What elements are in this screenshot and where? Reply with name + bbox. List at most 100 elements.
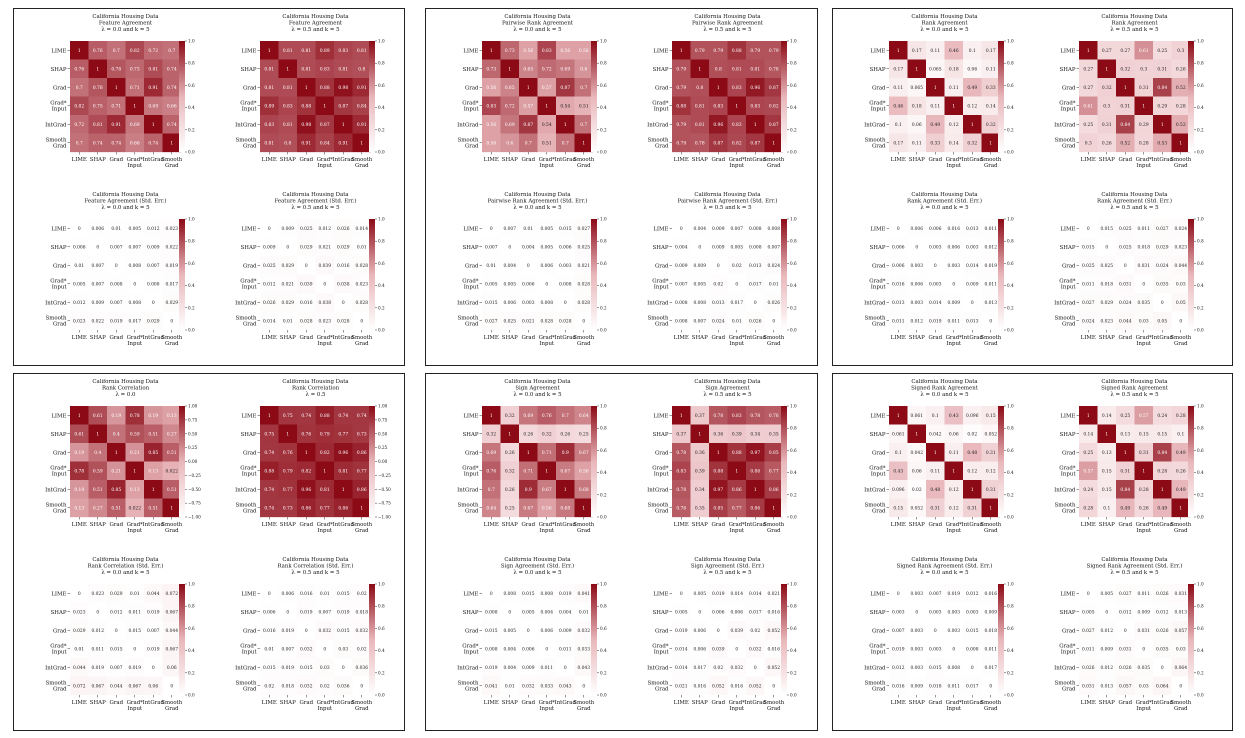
colorbar-tick-label: 0.4	[600, 648, 607, 653]
chart-subtitle: Rank Agreement	[1111, 21, 1158, 27]
cell-value-label: 0.02	[750, 629, 760, 634]
cell-value-label: 0.83	[750, 104, 760, 109]
x-tick-label: IntGrad	[333, 157, 355, 163]
heatmap-cell	[1079, 274, 1098, 294]
cell-value-label: 0.018	[281, 684, 294, 689]
heatmap-cell	[889, 78, 908, 97]
heatmap-cell	[764, 41, 784, 60]
heatmap-cell	[1134, 639, 1154, 659]
cell-value-label: 0.006	[693, 629, 706, 634]
colorbar-tick-label: 0.4	[600, 105, 607, 110]
heatmap-cell	[125, 274, 145, 294]
heatmap-cell	[500, 41, 520, 60]
cell-value-label: 0.83	[732, 86, 742, 91]
cell-value-label: 0.77	[769, 469, 779, 474]
heatmap-cell	[889, 658, 908, 677]
cell-value-label: 0.025	[263, 264, 276, 269]
heatmap-cell	[500, 133, 520, 153]
heatmap-cell	[556, 115, 575, 134]
heatmap-cell	[519, 498, 538, 518]
heatmap-cell	[981, 237, 1001, 257]
chart-subtitle: Feature Agreement	[289, 21, 343, 27]
cell-value-label: 0.51	[167, 488, 177, 493]
cell-value-label: 0.029	[1156, 245, 1169, 250]
heatmap-cell	[709, 658, 728, 677]
heatmap-cell	[963, 59, 982, 79]
y-tick-label: Smooth Grad	[236, 137, 257, 149]
y-tick-label: Grad* Input	[1059, 465, 1076, 477]
heatmap-cell	[963, 602, 982, 622]
cell-value-label: 0	[934, 264, 937, 269]
cell-value-label: 1	[545, 104, 548, 109]
heatmap-cell	[482, 219, 501, 238]
cell-value-label: 0.015	[337, 629, 350, 634]
heatmap-cell	[1079, 621, 1098, 640]
heatmap-cell	[690, 621, 710, 640]
cell-value-label: 0.7	[488, 488, 495, 493]
colorbar-tick-label: 0.6	[1007, 626, 1014, 631]
colorbar-tick-label: 1.0	[1007, 39, 1014, 44]
cell-value-label: 0.006	[522, 647, 535, 652]
heatmap-cell	[764, 676, 784, 696]
cell-value-label: 0.008	[147, 282, 160, 287]
heatmap-cell	[107, 443, 126, 462]
y-tick-label: Smooth Grad	[46, 315, 67, 327]
cell-value-label: 0.006	[929, 227, 942, 232]
colorbar-tick-label: 0.0	[1197, 515, 1204, 520]
x-tick-label: Grad	[928, 335, 942, 341]
cell-value-label: 1	[342, 123, 345, 128]
heatmap-cell	[889, 498, 908, 518]
cell-value-label: 0.011	[984, 647, 997, 652]
cell-value-label: 0.78	[111, 67, 121, 72]
cell-value-label: 0.88	[264, 469, 274, 474]
cell-value-label: 0.007	[128, 245, 141, 250]
heatmap-cell	[574, 676, 594, 696]
heatmap-cell	[690, 639, 710, 659]
heatmap-cell	[1134, 59, 1154, 79]
heatmap-cell	[690, 78, 710, 97]
y-tick-label: Grad* Input	[50, 465, 67, 477]
cell-value-label: 1	[754, 488, 757, 493]
cell-value-label: 1	[96, 67, 99, 72]
cell-value-label: 0.96	[338, 451, 348, 456]
cell-value-label: 0.014	[355, 227, 368, 232]
cell-value-label: 0.022	[91, 319, 104, 324]
cell-value-label: 0.12	[949, 488, 959, 493]
y-tick-label: IntGrad	[457, 487, 479, 493]
x-tick-label: Grad	[521, 522, 535, 528]
cell-value-label: 0.013	[749, 264, 762, 269]
heatmap-cell	[709, 443, 728, 462]
cell-value-label: 0.006	[892, 245, 905, 250]
cell-value-label: 0.87	[750, 141, 760, 146]
colorbar-tick-label: 0.4	[188, 283, 195, 288]
chart-subtitle: Sign Agreement (Std. Err.)	[691, 563, 764, 570]
heatmap-cell	[690, 424, 710, 444]
cell-value-label: 0.013	[1174, 610, 1187, 615]
cell-value-label: 0.88	[320, 86, 330, 91]
cell-value-label: 0.65	[523, 67, 533, 72]
heatmap-cell	[144, 219, 163, 238]
heatmap-cell	[672, 274, 691, 294]
heatmap-cell	[556, 219, 575, 238]
heatmap-cell	[727, 602, 747, 622]
y-tick-label: IntGrad	[647, 300, 669, 306]
cell-value-label: 0.019	[281, 629, 294, 634]
heatmap-cell	[926, 293, 945, 312]
cell-value-label: 0.71	[130, 86, 140, 91]
heatmap-cell	[334, 41, 353, 60]
heatmap-cell	[963, 461, 982, 481]
cell-value-label: 0.019	[337, 610, 350, 615]
heatmap-cell	[70, 219, 89, 238]
y-tick-label: Grad	[872, 263, 886, 269]
heatmap-cell	[889, 602, 908, 622]
heatmap-cell	[537, 256, 557, 275]
cell-value-label: 0.02	[320, 684, 330, 689]
colorbar-tick-label: 0.2	[1007, 305, 1014, 310]
cell-value-label: 0.86	[357, 488, 367, 493]
cell-value-label: 0.009	[281, 227, 294, 232]
heatmap-cell	[1171, 461, 1191, 481]
heatmap-cell	[278, 480, 298, 499]
chart-title: California Housing Data	[282, 14, 349, 20]
heatmap-cell	[907, 621, 927, 640]
cell-value-label: 0.11	[912, 141, 922, 146]
